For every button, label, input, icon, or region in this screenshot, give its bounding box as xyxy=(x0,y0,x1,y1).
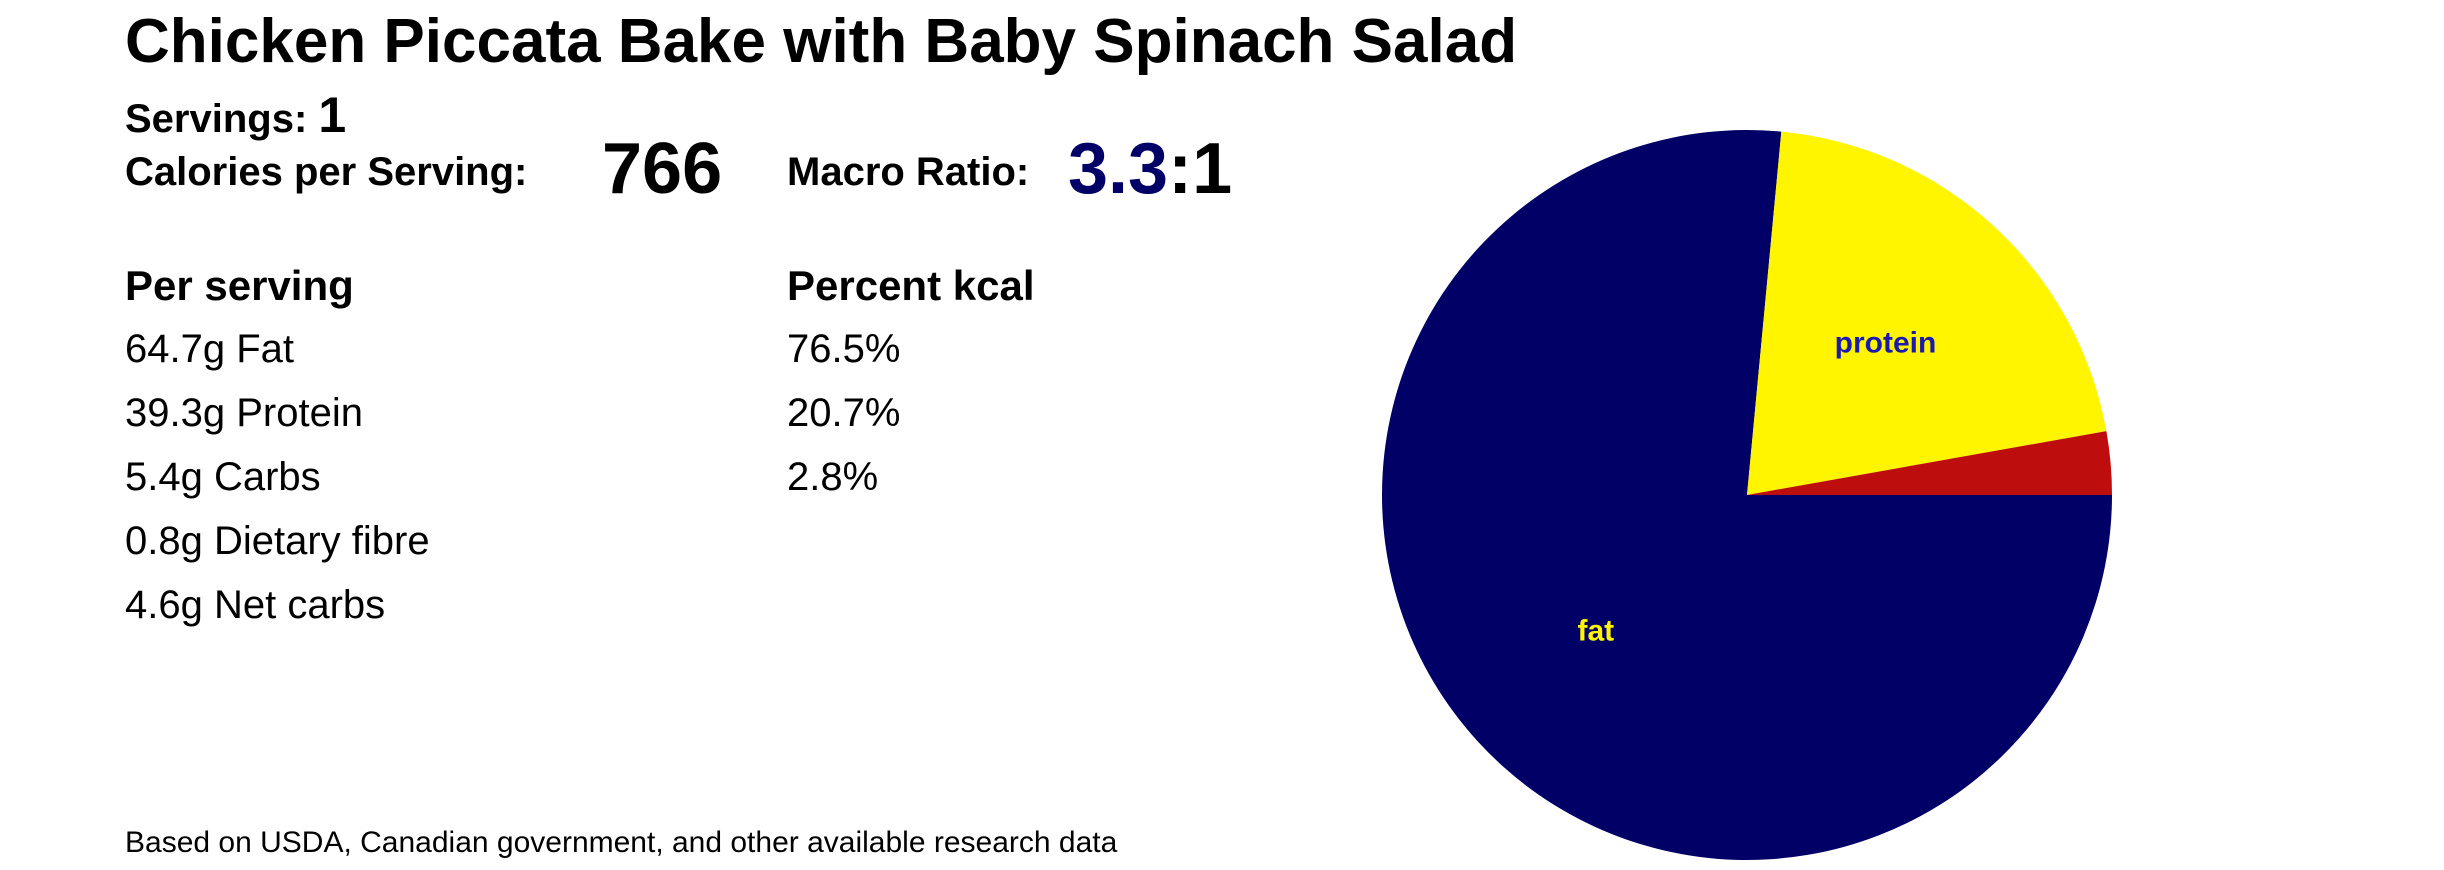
recipe-title: Chicken Piccata Bake with Baby Spinach S… xyxy=(125,7,1518,76)
macro-ratio-suffix: :1 xyxy=(1168,129,1233,209)
percent-row: 76.5% xyxy=(787,327,901,371)
per-serving-row: 5.4g Carbs xyxy=(125,455,321,499)
per-serving-row: 64.7g Fat xyxy=(125,327,295,371)
pie-label-fat: fat xyxy=(1577,614,1614,647)
servings-value: 1 xyxy=(318,87,347,143)
pie-label-protein: protein xyxy=(1835,327,1937,360)
pie-slice-fat xyxy=(1382,129,2112,861)
percent-row: 2.8% xyxy=(787,455,879,499)
per-serving-row: 39.3g Protein xyxy=(125,391,363,435)
pie-slice-slice-2 xyxy=(1747,431,2112,495)
servings-label: Servings: xyxy=(125,97,308,141)
calories-label: Calories per Serving: xyxy=(125,150,528,194)
per-serving-row: 4.6g Net carbs xyxy=(125,583,386,627)
servings-line: Servings: 1 xyxy=(125,86,346,144)
percent-kcal-header: Percent kcal xyxy=(787,262,1035,309)
percent-row: 20.7% xyxy=(787,391,901,435)
calories-value: 766 xyxy=(602,129,723,209)
macro-ratio: 3.3:1 xyxy=(1068,128,1232,210)
data-source-footer: Based on USDA, Canadian government, and … xyxy=(125,826,1118,859)
macro-ratio-value: 3.3 xyxy=(1068,129,1169,209)
macro-ratio-label: Macro Ratio: xyxy=(787,150,1030,194)
per-serving-row: 0.8g Dietary fibre xyxy=(125,519,430,563)
per-serving-header: Per serving xyxy=(125,262,354,309)
pie-slice-protein xyxy=(1747,131,2107,496)
